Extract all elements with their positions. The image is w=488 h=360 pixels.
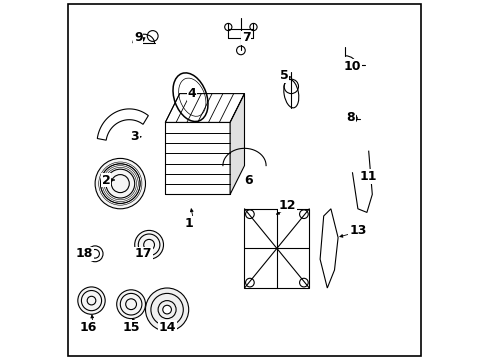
Text: 15: 15	[122, 321, 140, 334]
Circle shape	[145, 288, 188, 331]
Circle shape	[95, 158, 145, 209]
Text: 1: 1	[184, 217, 193, 230]
Text: 5: 5	[279, 69, 288, 82]
Circle shape	[347, 114, 356, 123]
Circle shape	[134, 230, 163, 259]
Text: 13: 13	[348, 224, 366, 237]
FancyBboxPatch shape	[244, 209, 309, 288]
Circle shape	[117, 290, 145, 319]
Circle shape	[245, 210, 254, 219]
Text: 6: 6	[244, 174, 252, 186]
Text: 7: 7	[242, 31, 250, 44]
Circle shape	[245, 278, 254, 287]
Circle shape	[87, 246, 103, 262]
Circle shape	[163, 305, 171, 314]
Text: 2: 2	[102, 174, 110, 186]
Circle shape	[78, 287, 105, 314]
Text: 4: 4	[187, 87, 196, 100]
Text: 8: 8	[346, 111, 354, 123]
Polygon shape	[230, 94, 244, 194]
FancyBboxPatch shape	[165, 122, 230, 194]
Circle shape	[299, 278, 307, 287]
Polygon shape	[320, 209, 337, 288]
Text: 3: 3	[130, 130, 139, 143]
Polygon shape	[97, 109, 148, 140]
Text: 11: 11	[359, 170, 377, 183]
Text: 12: 12	[278, 199, 296, 212]
Circle shape	[236, 46, 244, 55]
Text: 14: 14	[158, 321, 176, 334]
Text: 18: 18	[76, 247, 93, 260]
Text: 16: 16	[79, 321, 97, 334]
Text: 9: 9	[134, 31, 142, 44]
Text: 17: 17	[135, 247, 152, 260]
Polygon shape	[165, 94, 244, 122]
Circle shape	[299, 210, 307, 219]
Text: 10: 10	[343, 60, 361, 73]
